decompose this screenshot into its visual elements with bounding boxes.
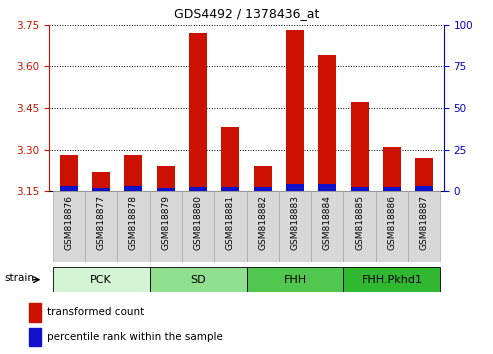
Bar bbox=[383, 187, 401, 191]
Text: GSM818886: GSM818886 bbox=[387, 195, 396, 250]
Bar bbox=[124, 155, 142, 191]
Bar bbox=[318, 184, 336, 191]
Bar bbox=[29, 303, 41, 322]
Bar bbox=[376, 191, 408, 262]
Bar bbox=[189, 187, 207, 191]
Bar bbox=[286, 30, 304, 191]
Bar bbox=[85, 191, 117, 262]
Bar bbox=[246, 267, 344, 292]
Bar bbox=[157, 188, 175, 191]
Text: strain: strain bbox=[4, 273, 34, 284]
Text: GSM818885: GSM818885 bbox=[355, 195, 364, 250]
Bar bbox=[60, 155, 77, 191]
Bar bbox=[92, 172, 110, 191]
Bar bbox=[53, 191, 85, 262]
Text: GSM818884: GSM818884 bbox=[323, 195, 332, 250]
Bar bbox=[92, 188, 110, 191]
Bar bbox=[279, 191, 311, 262]
Text: GSM818876: GSM818876 bbox=[64, 195, 73, 250]
Text: GSM818880: GSM818880 bbox=[194, 195, 203, 250]
Bar bbox=[254, 187, 272, 191]
Bar bbox=[29, 328, 41, 347]
Bar bbox=[53, 267, 149, 292]
Bar bbox=[351, 187, 369, 191]
Text: GDS4492 / 1378436_at: GDS4492 / 1378436_at bbox=[174, 7, 319, 20]
Text: FHH: FHH bbox=[283, 275, 307, 285]
Bar bbox=[416, 158, 433, 191]
Text: GSM818877: GSM818877 bbox=[97, 195, 106, 250]
Bar bbox=[221, 187, 239, 191]
Bar bbox=[149, 191, 182, 262]
Bar bbox=[149, 267, 246, 292]
Text: GSM818878: GSM818878 bbox=[129, 195, 138, 250]
Bar bbox=[246, 191, 279, 262]
Bar bbox=[408, 191, 440, 262]
Bar bbox=[182, 191, 214, 262]
Text: GSM818879: GSM818879 bbox=[161, 195, 170, 250]
Text: GSM818881: GSM818881 bbox=[226, 195, 235, 250]
Text: SD: SD bbox=[190, 275, 206, 285]
Bar bbox=[383, 147, 401, 191]
Text: transformed count: transformed count bbox=[47, 307, 144, 317]
Bar bbox=[189, 33, 207, 191]
Bar bbox=[221, 127, 239, 191]
Text: GSM818882: GSM818882 bbox=[258, 195, 267, 250]
Text: PCK: PCK bbox=[90, 275, 112, 285]
Text: GSM818887: GSM818887 bbox=[420, 195, 429, 250]
Bar bbox=[318, 55, 336, 191]
Bar bbox=[311, 191, 344, 262]
Bar bbox=[60, 185, 77, 191]
Text: FHH.Pkhd1: FHH.Pkhd1 bbox=[361, 275, 423, 285]
Bar bbox=[214, 191, 246, 262]
Bar bbox=[344, 267, 440, 292]
Bar bbox=[351, 102, 369, 191]
Text: GSM818883: GSM818883 bbox=[290, 195, 299, 250]
Bar bbox=[286, 184, 304, 191]
Bar bbox=[344, 191, 376, 262]
Bar bbox=[117, 191, 149, 262]
Bar bbox=[254, 166, 272, 191]
Bar bbox=[157, 166, 175, 191]
Text: percentile rank within the sample: percentile rank within the sample bbox=[47, 332, 223, 342]
Bar bbox=[416, 185, 433, 191]
Bar bbox=[124, 185, 142, 191]
